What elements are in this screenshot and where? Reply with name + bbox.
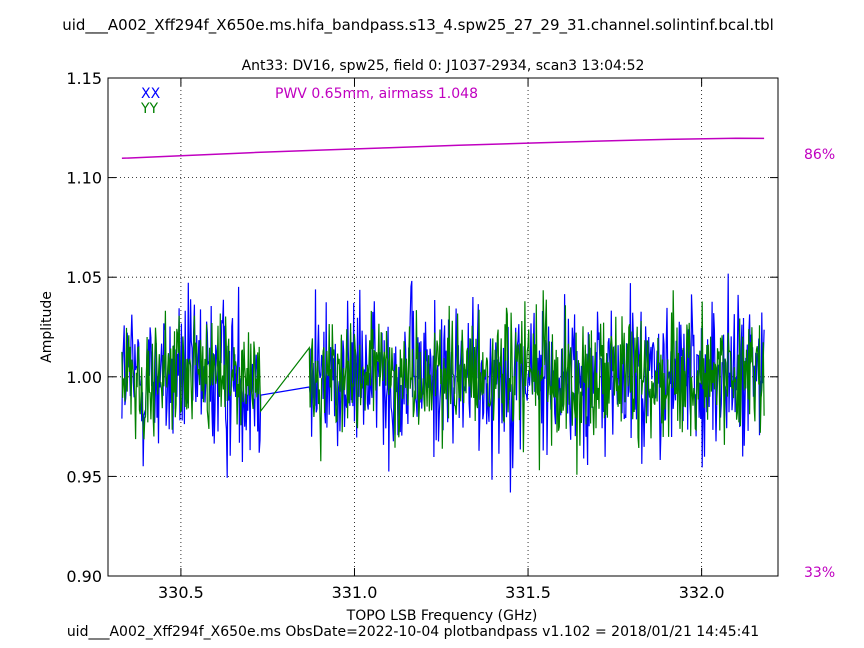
transmission-top-label: 86%: [804, 147, 835, 163]
legend-entry-yy: YY: [140, 101, 159, 117]
plot-filename-title: uid___A002_Xff294f_X650e.ms.hifa_bandpas…: [62, 16, 774, 35]
y-tick-label: 1.15: [66, 69, 102, 88]
y-tick-label: 1.10: [66, 169, 102, 188]
x-tick-label: 331.5: [505, 583, 551, 602]
x-tick-label: 330.5: [158, 583, 204, 602]
y-tick-label: 1.00: [66, 368, 102, 387]
pwv-annotation: PWV 0.65mm, airmass 1.048: [275, 86, 478, 102]
axis-ticks: 330.5 331.0 331.5 332.0 0.90 0.95 1.00 1.05 1.10…: [66, 69, 778, 602]
plot-area: [108, 78, 778, 576]
x-tick-label: 331.0: [332, 583, 378, 602]
plot-frame: [107, 77, 779, 577]
plot-subtitle: Ant33: DV16, spw25, field 0: J1037-2934,…: [242, 58, 645, 74]
x-tick-label: 332.0: [679, 583, 725, 602]
y-tick-label: 0.95: [66, 467, 102, 486]
y-tick-label: 0.90: [66, 567, 102, 586]
legend-entry-xx: XX: [141, 86, 161, 102]
y-tick-label: 1.05: [66, 268, 102, 287]
y-axis-label: Amplitude: [39, 291, 55, 363]
transmission-curve: [121, 137, 765, 160]
plot-footer: uid___A002_Xff294f_X650e.ms ObsDate=2022…: [67, 624, 759, 640]
transmission-bottom-label: 33%: [804, 565, 835, 581]
series-yy-trace: [121, 290, 765, 475]
data-traces: [121, 137, 765, 493]
x-axis-label: TOPO LSB Frequency (GHz): [346, 608, 538, 624]
